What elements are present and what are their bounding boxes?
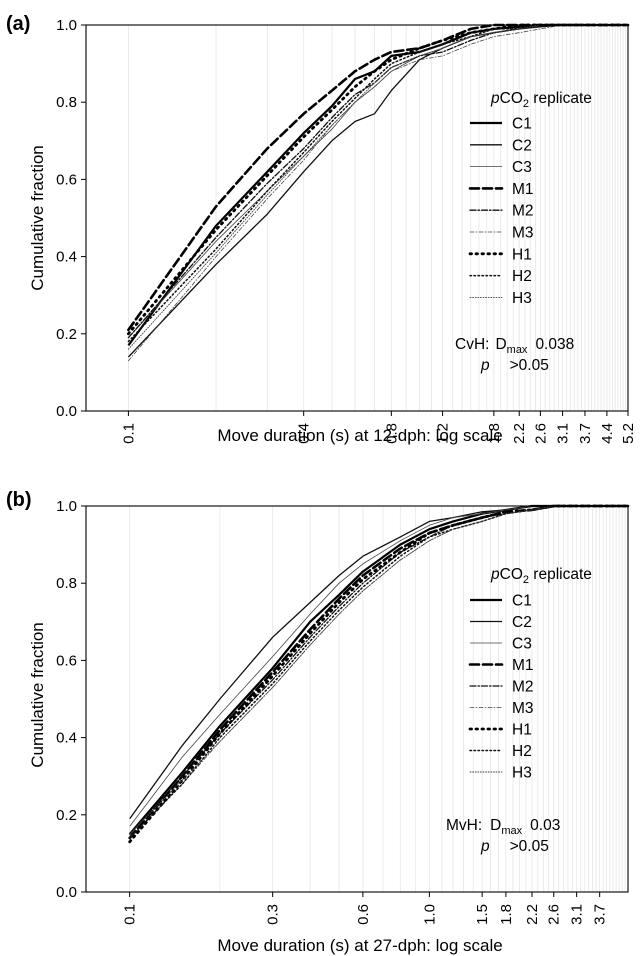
panel-b-xtick-label: 0.6 xyxy=(355,904,372,925)
panel-b-xtick-label: 0.3 xyxy=(265,904,282,925)
panel-a-stat: CvH: Dmax 0.038 p >0.05 xyxy=(455,336,574,374)
panel-a-legend-label-m3: M3 xyxy=(512,225,534,242)
panel-a-series-m3 xyxy=(128,24,629,362)
panel-b-label: (b) xyxy=(6,489,32,511)
panel-b-legend-label-h3: H3 xyxy=(512,765,532,782)
panel-b-legend-label-m2: M2 xyxy=(512,679,534,696)
panel-a-xtick-label: 0.1 xyxy=(120,423,137,444)
panel-b-series-m2 xyxy=(129,505,629,835)
panel-a-ylabel: Cumulative fraction xyxy=(28,145,47,291)
panel-a-xtick-label: 0.4 xyxy=(296,423,313,444)
panel-b-ytick-label: 0.4 xyxy=(56,730,77,747)
panel-a-ytick-label: 1.0 xyxy=(56,17,77,34)
panel-a-xtick-label: 4.4 xyxy=(599,423,616,444)
panel-a-stat-p: p >0.05 xyxy=(480,357,549,374)
panel-b-legend-label-m3: M3 xyxy=(512,700,534,717)
panel-a-stat-dmax: CvH: Dmax 0.038 xyxy=(455,336,574,356)
panel-b-xtick-label: 0.1 xyxy=(122,904,139,925)
panel-a-xtick-label: 3.7 xyxy=(577,423,594,444)
panel-a-ytick-label: 0.2 xyxy=(56,326,77,343)
panel-a-legend-label-h1: H1 xyxy=(512,246,532,263)
panel-b-xlabel: Move duration (s) at 27-dph: log scale xyxy=(217,936,502,955)
panel-a-xtick-label: 3.1 xyxy=(555,423,572,444)
panel-b-ytick-label: 0.0 xyxy=(56,884,77,901)
panel-a: (a) Cumulative fraction Move duration (s… xyxy=(6,13,637,445)
panel-a-axes: 0.0 0.2 0.4 0.6 0.8 1.0 0.1 0.4 0.8 1.2 1.8 2.2 2.6 3… xyxy=(56,17,637,444)
panel-b-series-c3 xyxy=(129,505,628,827)
panel-b-legend-label-h2: H2 xyxy=(512,743,532,760)
panel-b-legend-label-h1: H1 xyxy=(512,722,532,739)
panel-b-legend-label-c1: C1 xyxy=(512,593,532,610)
panel-a-legend: pCO2 replicate C1 C2 C3 M1 M2 M3 H1 H2 H3 xyxy=(468,90,592,307)
panel-b-legend-label-m1: M1 xyxy=(512,657,534,674)
panel-b-series-c2 xyxy=(129,505,628,820)
panel-a-legend-label-m2: M2 xyxy=(512,203,534,220)
panel-b-legend-header: pCO2 replicate xyxy=(490,566,592,586)
panel-b-legend-label-c3: C3 xyxy=(512,636,532,653)
panel-b-ytick-label: 0.6 xyxy=(56,652,77,669)
panel-a-ytick-label: 0.8 xyxy=(56,94,77,111)
panel-a-series-h1 xyxy=(127,23,630,336)
panel-b-xtick-label: 1.5 xyxy=(474,904,491,925)
panel-b-ylabel: Cumulative fraction xyxy=(28,622,47,768)
panel-a-legend-label-c1: C1 xyxy=(512,116,532,133)
panel-a-legend-header: pCO2 replicate xyxy=(490,90,592,110)
panel-b-xtick-label: 1.0 xyxy=(421,904,438,925)
panel-b-ytick-label: 0.2 xyxy=(56,807,77,824)
panel-b-grid xyxy=(129,506,626,892)
panel-b-stat-dmax: MvH: Dmax 0.03 xyxy=(446,817,560,837)
panel-b-xtick-label: 3.1 xyxy=(569,904,586,925)
panel-b-series-h3 xyxy=(129,505,629,835)
panel-a-series-c3 xyxy=(128,24,628,338)
panel-b-xtick-label: 2.6 xyxy=(546,904,563,925)
panel-a-legend-label-m1: M1 xyxy=(512,181,534,198)
panel-a-ytick-label: 0.4 xyxy=(56,249,77,266)
panel-a-xlabel: Move duration (s) at 12-dph: log scale xyxy=(217,426,502,445)
panel-a-plot-frame xyxy=(85,24,629,412)
panel-b: (b) Cumulative fraction Move duration (s… xyxy=(6,489,630,955)
panel-a-series-m1 xyxy=(127,23,630,332)
panel-a-grid xyxy=(128,25,626,411)
panel-b-plot-frame xyxy=(85,505,629,893)
panel-b-series-m1 xyxy=(128,504,630,840)
panel-b-legend-label-c2: C2 xyxy=(512,614,532,631)
panel-b-series-h1 xyxy=(128,504,630,844)
panel-b-ytick-label: 1.0 xyxy=(56,498,77,515)
panel-a-xtick-label: 5.2 xyxy=(620,423,637,444)
panel-b-ytick-label: 0.8 xyxy=(56,575,77,592)
panel-a-legend-label-c2: C2 xyxy=(512,137,532,154)
panel-a-legend-label-h2: H2 xyxy=(512,268,532,285)
panel-b-series-m3 xyxy=(129,505,629,839)
panel-a-legend-label-h3: H3 xyxy=(512,290,532,307)
panel-a-xtick-label: 0.8 xyxy=(383,423,400,444)
panel-a-series-h2 xyxy=(127,24,629,343)
panel-b-series-c1 xyxy=(128,504,628,835)
panel-b-xtick-label: 2.2 xyxy=(524,904,541,925)
panel-a-xtick-label: 2.2 xyxy=(511,423,528,444)
panel-b-stat: MvH: Dmax 0.03 p >0.05 xyxy=(446,817,560,855)
panel-b-axes: 0.0 0.2 0.4 0.6 0.8 1.0 0.1 0.3 0.6 1.0 1.5 1.8 2.2 2… xyxy=(56,498,629,925)
panel-b-xtick-label: 3.7 xyxy=(592,904,609,925)
panel-a-label: (a) xyxy=(6,13,30,35)
panel-b-series-h2 xyxy=(128,505,629,839)
panel-b-legend: pCO2 replicate C1 C2 C3 M1 M2 M3 H1 H2 H3 xyxy=(468,566,592,782)
panel-a-series-c1 xyxy=(127,23,628,347)
panel-a-legend-label-c3: C3 xyxy=(512,159,532,176)
panel-a-series-h3 xyxy=(127,24,629,350)
panel-a-series-m2 xyxy=(127,24,629,339)
panel-a-ytick-label: 0.0 xyxy=(56,403,77,420)
panel-a-ytick-label: 0.6 xyxy=(56,171,77,188)
panel-a-series xyxy=(127,23,630,362)
panel-a-xtick-label: 1.8 xyxy=(486,423,503,444)
panel-a-xtick-label: 1.2 xyxy=(435,423,452,444)
panel-b-series xyxy=(128,504,630,844)
panel-b-stat-p: p >0.05 xyxy=(480,838,549,855)
panel-a-xtick-label: 2.6 xyxy=(532,423,549,444)
panel-b-xtick-label: 1.8 xyxy=(498,904,515,925)
